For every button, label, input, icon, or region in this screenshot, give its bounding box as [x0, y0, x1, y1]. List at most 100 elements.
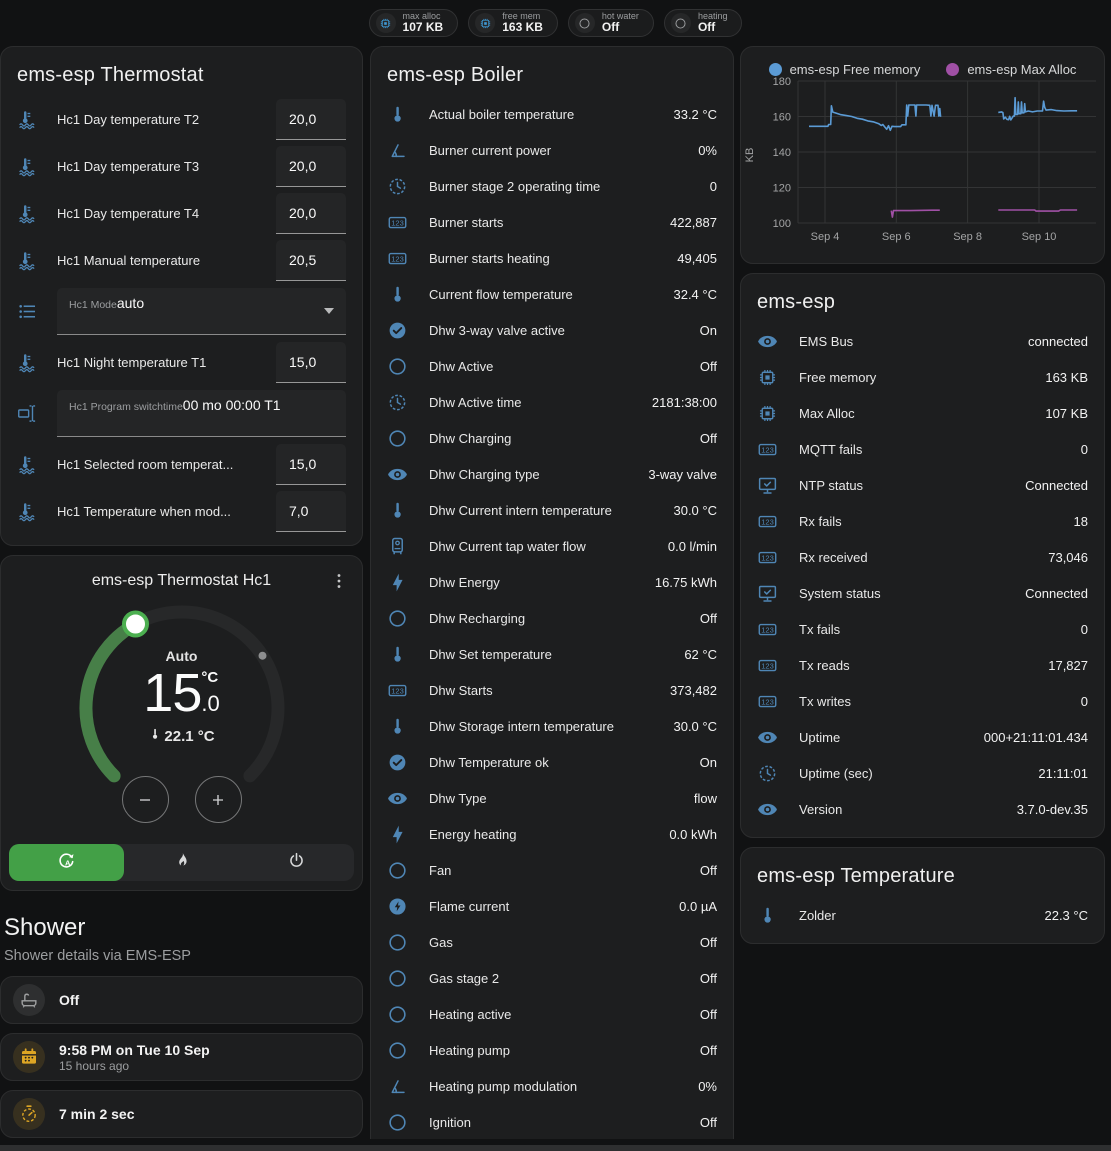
entity-row-burner-current-power[interactable]: Burner current power 0% — [371, 132, 733, 168]
entity-row-uptime[interactable]: Uptime 000+21:11:01.434 — [741, 719, 1104, 755]
entity-row-tx-reads[interactable]: 123 Tx reads 17,827 — [741, 647, 1104, 683]
svg-text:123: 123 — [761, 553, 774, 562]
coolant-thermometer-icon — [15, 155, 39, 179]
form-textbox-icon — [15, 402, 39, 426]
shower-card-7-min-2-sec[interactable]: 7 min 2 sec — [0, 1090, 363, 1138]
eye-icon — [385, 462, 409, 486]
svg-text:123: 123 — [761, 517, 774, 526]
hc1-day-temperature-t2-input[interactable]: 20,0 — [276, 99, 346, 140]
entity-row-rx-received[interactable]: 123 Rx received 73,046 — [741, 539, 1104, 575]
entity-row-dhw-recharging[interactable]: Dhw Recharging Off — [371, 600, 733, 636]
entity-value: 0% — [698, 142, 717, 158]
entity-row-max-alloc[interactable]: Max Alloc 107 KB — [741, 395, 1104, 431]
svg-text:123: 123 — [391, 686, 404, 695]
thermostat-row-hc1-mode: Hc1 Modeauto — [1, 284, 362, 339]
temp-increase-button[interactable] — [194, 776, 242, 823]
left-column: ems-esp Thermostat Hc1 Day temperature T… — [0, 46, 363, 1151]
entity-row-gas[interactable]: Gas Off — [371, 924, 733, 960]
entity-row-tx-fails[interactable]: 123 Tx fails 0 — [741, 611, 1104, 647]
entity-row-dhw-type[interactable]: Dhw Type flow — [371, 780, 733, 816]
entity-label: Burner starts — [429, 214, 504, 230]
badge-hot-water[interactable]: hot water Off — [567, 9, 654, 37]
entity-label: Version — [799, 801, 843, 817]
entity-value: flow — [693, 790, 717, 806]
hc1-day-temperature-t3-input[interactable]: 20,0 — [276, 146, 346, 187]
circle-outline-icon — [385, 426, 409, 450]
legend-item-ems-esp-max-alloc[interactable]: ems-esp Max Alloc — [946, 62, 1076, 77]
entity-row-dhw-set-temperature[interactable]: Dhw Set temperature 62 °C — [371, 636, 733, 672]
counter-icon: 123 — [755, 437, 779, 461]
entity-row-version[interactable]: Version 3.7.0-dev.35 — [741, 791, 1104, 827]
thermostat-row-hc1-night-temperature-t1: Hc1 Night temperature T1 15,0 — [1, 339, 362, 386]
entity-row-burner-starts[interactable]: 123 Burner starts 422,887 — [371, 204, 733, 240]
entity-label: Dhw Active time — [429, 394, 522, 410]
badge-heating[interactable]: heating Off — [663, 9, 743, 37]
entity-row-flame-current[interactable]: Flame current 0.0 µA — [371, 888, 733, 924]
entity-row-gas-stage-2[interactable]: Gas stage 2 Off — [371, 960, 733, 996]
hc1-day-temperature-t4-input[interactable]: 20,0 — [276, 193, 346, 234]
hc1-mode-select[interactable]: Hc1 Modeauto — [57, 288, 346, 335]
entity-row-mqtt-fails[interactable]: 123 MQTT fails 0 — [741, 431, 1104, 467]
entity-row-dhw-starts[interactable]: 123 Dhw Starts 373,482 — [371, 672, 733, 708]
counter-icon: 123 — [385, 678, 409, 702]
entity-row-rx-fails[interactable]: 123 Rx fails 18 — [741, 503, 1104, 539]
entity-row-dhw-charging[interactable]: Dhw Charging Off — [371, 420, 733, 456]
entity-row-system-status[interactable]: System status Connected — [741, 575, 1104, 611]
circle-outline-icon — [385, 354, 409, 378]
entity-row-dhw-current-tap-water-flow[interactable]: Dhw Current tap water flow 0.0 l/min — [371, 528, 733, 564]
thermostat-row-hc1-temperature-when-mod: Hc1 Temperature when mod... 7,0 — [1, 488, 362, 535]
hc1-manual-temperature-input[interactable]: 20,5 — [276, 240, 346, 281]
lightning-icon — [385, 570, 409, 594]
entity-row-dhw-3-way-valve-active[interactable]: Dhw 3-way valve active On — [371, 312, 733, 348]
chip-icon — [755, 365, 779, 389]
entity-row-free-memory[interactable]: Free memory 163 KB — [741, 359, 1104, 395]
entity-value: Off — [699, 1006, 717, 1022]
entity-row-dhw-storage-intern-temperature[interactable]: Dhw Storage intern temperature 30.0 °C — [371, 708, 733, 744]
entity-row-dhw-temperature-ok[interactable]: Dhw Temperature ok On — [371, 744, 733, 780]
entity-row-heating-pump[interactable]: Heating pump Off — [371, 1032, 733, 1068]
entity-row-dhw-active[interactable]: Dhw Active Off — [371, 348, 733, 384]
entity-row-dhw-charging-type[interactable]: Dhw Charging type 3-way valve — [371, 456, 733, 492]
kebab-menu-button[interactable] — [324, 566, 354, 596]
hc1-selected-room-temperat-input[interactable]: 15,0 — [276, 444, 346, 485]
entity-row-dhw-current-intern-temperature[interactable]: Dhw Current intern temperature 30.0 °C — [371, 492, 733, 528]
entity-row-ignition[interactable]: Ignition Off — [371, 1104, 733, 1139]
entity-label: System status — [799, 585, 881, 601]
entity-value: 373,482 — [670, 682, 717, 698]
badge-max-alloc[interactable]: max alloc 107 KB — [368, 9, 459, 37]
circle-outline-icon — [385, 1038, 409, 1062]
entity-row-dhw-energy[interactable]: Dhw Energy 16.75 kWh — [371, 564, 733, 600]
entity-row-dhw-active-time[interactable]: Dhw Active time 2181:38:00 — [371, 384, 733, 420]
entity-row-ntp-status[interactable]: NTP status Connected — [741, 467, 1104, 503]
entity-row-energy-heating[interactable]: Energy heating 0.0 kWh — [371, 816, 733, 852]
entity-row-heating-active[interactable]: Heating active Off — [371, 996, 733, 1032]
circle-outline-icon — [385, 606, 409, 630]
legend-item-ems-esp-free-memory[interactable]: ems-esp Free memory — [768, 62, 920, 77]
entity-row-current-flow-temperature[interactable]: Current flow temperature 32.4 °C — [371, 276, 733, 312]
entity-row-burner-starts-heating[interactable]: 123 Burner starts heating 49,405 — [371, 240, 733, 276]
temp-decrease-button[interactable] — [121, 776, 169, 823]
entity-row-zolder[interactable]: Zolder 22.3 °C — [741, 897, 1104, 933]
hc1-night-temperature-t1-input[interactable]: 15,0 — [276, 342, 346, 383]
calendar-icon — [13, 1041, 45, 1073]
entity-row-ems-bus[interactable]: EMS Bus connected — [741, 323, 1104, 359]
hvac-mode-heat-button[interactable] — [124, 844, 239, 881]
thermostat-dial[interactable]: Auto 15 °C .0 22.1 °C — [1, 590, 362, 832]
entity-row-tx-writes[interactable]: 123 Tx writes 0 — [741, 683, 1104, 719]
entity-value: 163 KB — [1045, 369, 1088, 385]
hc1-program-switchtime-input[interactable]: Hc1 Program switchtime00 mo 00:00 T1 — [57, 390, 346, 437]
entity-row-uptime-sec[interactable]: Uptime (sec) 21:11:01 — [741, 755, 1104, 791]
entity-row-burner-stage-2-operating-time[interactable]: Burner stage 2 operating time 0 — [371, 168, 733, 204]
entity-row-heating-pump-modulation[interactable]: Heating pump modulation 0% — [371, 1068, 733, 1104]
badge-free-mem[interactable]: free mem 163 KB — [468, 9, 558, 37]
shower-card-off[interactable]: Off — [0, 976, 363, 1024]
hvac-mode-off-button[interactable] — [239, 844, 354, 881]
entity-row-actual-boiler-temperature[interactable]: Actual boiler temperature 33.2 °C — [371, 96, 733, 132]
svg-text:120: 120 — [773, 183, 791, 195]
hvac-mode-auto-button[interactable]: A — [9, 844, 124, 881]
svg-text:123: 123 — [761, 661, 774, 670]
flash-circle-icon — [385, 894, 409, 918]
hc1-temperature-when-mod-input[interactable]: 7,0 — [276, 491, 346, 532]
entity-row-fan[interactable]: Fan Off — [371, 852, 733, 888]
shower-card-9-58-pm-on-tue-10-sep[interactable]: 9:58 PM on Tue 10 Sep 15 hours ago — [0, 1033, 363, 1081]
